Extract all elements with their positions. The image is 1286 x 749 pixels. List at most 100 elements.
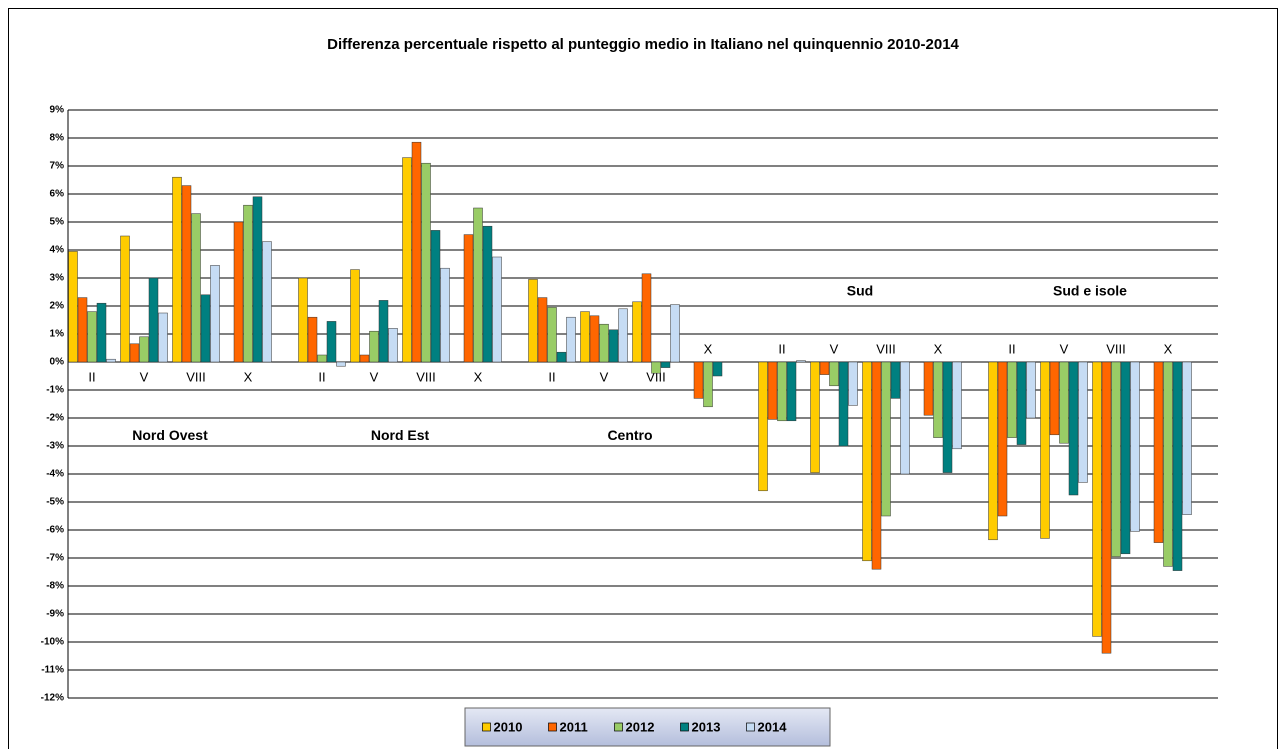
bar xyxy=(862,361,872,562)
bar xyxy=(129,343,140,363)
bar xyxy=(172,176,182,363)
bar xyxy=(336,361,346,367)
bar xyxy=(988,361,998,541)
legend-label: 2010 xyxy=(494,719,523,734)
group-label: Nord Ovest xyxy=(132,427,208,443)
y-tick-label: 0% xyxy=(50,357,65,368)
bar xyxy=(68,251,78,363)
y-tick-label: -6% xyxy=(46,525,64,536)
legend-swatch xyxy=(548,722,557,732)
bar xyxy=(589,315,600,363)
bar xyxy=(670,304,680,363)
x-tick-label: II xyxy=(548,369,555,384)
bar xyxy=(252,196,263,363)
bar xyxy=(1182,361,1192,515)
group-label: Sud e isole xyxy=(1053,283,1127,299)
bar xyxy=(786,361,797,422)
bar xyxy=(402,157,412,363)
x-tick-label: X xyxy=(934,341,943,356)
bar xyxy=(1101,361,1112,654)
x-tick-label: II xyxy=(778,341,785,356)
y-tick-label: 1% xyxy=(50,329,65,340)
bar xyxy=(1016,361,1027,445)
x-tick-label: VIII xyxy=(876,341,896,356)
legend-swatch xyxy=(482,722,491,732)
legend-label: 2012 xyxy=(626,719,655,734)
y-tick-label: -7% xyxy=(46,553,64,564)
bar xyxy=(1049,361,1060,436)
bar xyxy=(1068,361,1079,496)
bar xyxy=(890,361,901,399)
bar xyxy=(712,361,723,377)
bar xyxy=(881,361,891,517)
y-tick-label: -2% xyxy=(46,413,64,424)
bar xyxy=(641,273,652,363)
bar xyxy=(463,234,474,363)
bar xyxy=(923,361,934,416)
bar xyxy=(556,351,567,363)
bar xyxy=(482,225,493,363)
bar xyxy=(848,361,858,406)
x-tick-label: II xyxy=(318,369,325,384)
bar xyxy=(1040,361,1050,539)
bar xyxy=(243,204,253,363)
y-tick-label: 9% xyxy=(50,105,65,116)
bar xyxy=(819,361,830,375)
bar xyxy=(440,267,450,363)
group-label: Sud xyxy=(847,283,873,299)
bar xyxy=(106,358,116,363)
bar xyxy=(1153,361,1164,543)
bar xyxy=(1078,361,1088,483)
bar xyxy=(326,321,337,363)
bar xyxy=(580,311,590,363)
bar xyxy=(1026,361,1036,419)
bar xyxy=(298,277,308,363)
y-tick-label: -8% xyxy=(46,581,64,592)
bar xyxy=(1120,361,1131,555)
bar xyxy=(632,301,642,363)
y-tick-label: -1% xyxy=(46,385,64,396)
bar xyxy=(566,316,576,363)
bar xyxy=(1163,361,1173,567)
bar xyxy=(900,361,910,475)
bar xyxy=(942,361,953,473)
x-tick-label: X xyxy=(1164,341,1173,356)
y-tick-label: 4% xyxy=(50,245,65,256)
bar xyxy=(421,162,431,363)
bar xyxy=(158,312,168,363)
bar xyxy=(1059,361,1069,444)
bar xyxy=(810,361,820,473)
y-tick-label: 6% xyxy=(50,189,65,200)
y-tick-label: -4% xyxy=(46,469,64,480)
bar xyxy=(359,354,370,363)
bar xyxy=(200,294,211,363)
bar xyxy=(528,279,538,363)
x-tick-label: V xyxy=(140,369,149,384)
bar xyxy=(307,316,318,363)
bar xyxy=(430,230,441,363)
bar xyxy=(777,361,787,422)
bar xyxy=(703,361,713,408)
x-tick-label: V xyxy=(600,369,609,384)
bar xyxy=(350,269,360,363)
bar xyxy=(537,297,548,363)
bar xyxy=(120,235,130,363)
group-label: Nord Est xyxy=(371,427,430,443)
bar xyxy=(758,361,768,492)
x-tick-label: VIII xyxy=(646,369,666,384)
bar xyxy=(660,361,671,368)
bar xyxy=(952,361,962,450)
bar xyxy=(96,302,107,363)
y-tick-label: -10% xyxy=(41,637,64,648)
bar xyxy=(1172,361,1183,571)
group-label: Centro xyxy=(607,427,652,443)
bar xyxy=(492,256,502,363)
y-tick-label: 3% xyxy=(50,273,65,284)
bar xyxy=(1130,361,1140,532)
bar xyxy=(838,361,849,447)
x-tick-label: V xyxy=(370,369,379,384)
bar xyxy=(317,354,327,363)
bar xyxy=(608,329,619,363)
bar xyxy=(181,185,192,363)
